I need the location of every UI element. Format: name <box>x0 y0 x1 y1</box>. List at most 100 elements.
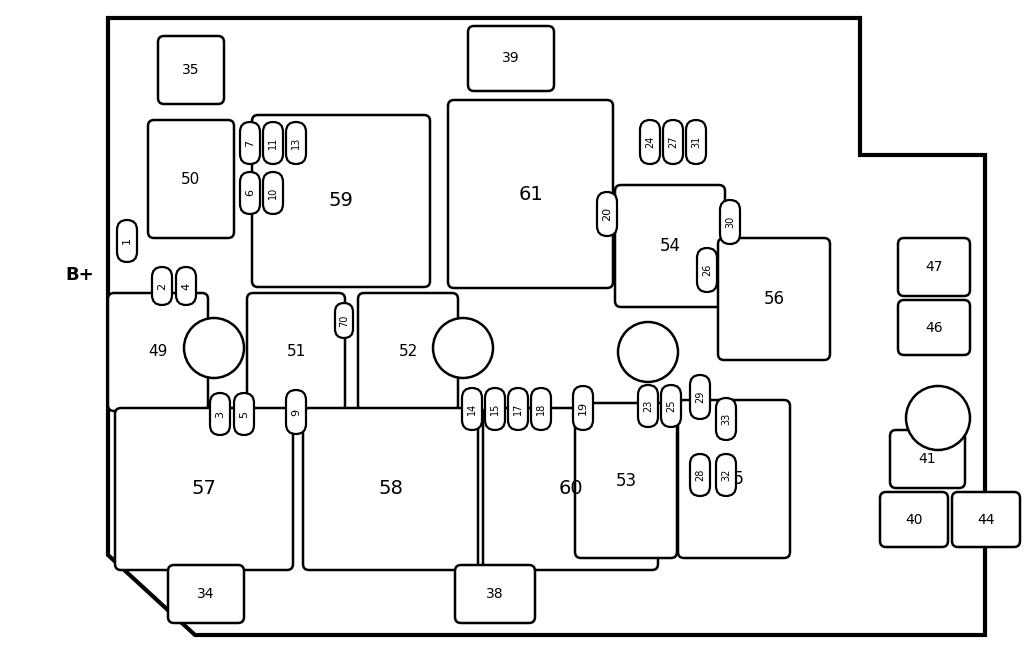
FancyBboxPatch shape <box>638 385 658 427</box>
Text: 9: 9 <box>291 408 301 415</box>
FancyBboxPatch shape <box>234 393 254 435</box>
Circle shape <box>618 322 678 382</box>
Text: 55: 55 <box>724 470 744 488</box>
Text: 59: 59 <box>329 191 353 210</box>
FancyBboxPatch shape <box>168 565 244 623</box>
FancyBboxPatch shape <box>890 430 965 488</box>
FancyBboxPatch shape <box>720 200 740 244</box>
Text: 49: 49 <box>148 344 168 359</box>
FancyBboxPatch shape <box>597 192 617 236</box>
Text: 70: 70 <box>339 314 349 327</box>
FancyBboxPatch shape <box>117 220 137 262</box>
Text: 6: 6 <box>245 189 255 197</box>
FancyBboxPatch shape <box>335 303 353 338</box>
Text: 15: 15 <box>490 403 500 415</box>
Text: 47: 47 <box>926 260 943 274</box>
FancyBboxPatch shape <box>286 390 306 434</box>
Text: 28: 28 <box>695 469 705 481</box>
FancyBboxPatch shape <box>898 300 970 355</box>
FancyBboxPatch shape <box>210 393 230 435</box>
Text: 51: 51 <box>287 344 305 359</box>
Text: 26: 26 <box>702 264 712 276</box>
Text: 29: 29 <box>695 391 705 403</box>
FancyBboxPatch shape <box>575 403 677 558</box>
FancyBboxPatch shape <box>716 454 736 496</box>
FancyBboxPatch shape <box>508 388 528 430</box>
FancyBboxPatch shape <box>898 238 970 296</box>
Text: 2: 2 <box>157 283 167 290</box>
Text: 7: 7 <box>245 139 255 146</box>
FancyBboxPatch shape <box>640 120 660 164</box>
Text: 44: 44 <box>977 512 994 527</box>
FancyBboxPatch shape <box>240 172 260 214</box>
FancyBboxPatch shape <box>952 492 1020 547</box>
Text: 53: 53 <box>615 471 637 490</box>
FancyBboxPatch shape <box>468 26 554 91</box>
FancyBboxPatch shape <box>716 398 736 440</box>
Text: 61: 61 <box>518 184 543 204</box>
FancyBboxPatch shape <box>485 388 505 430</box>
FancyBboxPatch shape <box>573 386 593 430</box>
Text: 39: 39 <box>502 51 520 66</box>
FancyBboxPatch shape <box>303 408 478 570</box>
FancyBboxPatch shape <box>252 115 430 287</box>
Text: 54: 54 <box>659 237 681 255</box>
FancyBboxPatch shape <box>662 385 681 427</box>
Text: 33: 33 <box>721 413 731 425</box>
Text: 1: 1 <box>122 238 132 245</box>
Text: 50: 50 <box>181 171 201 186</box>
FancyBboxPatch shape <box>697 248 717 292</box>
FancyBboxPatch shape <box>483 408 658 570</box>
FancyBboxPatch shape <box>462 388 482 430</box>
Text: 3: 3 <box>215 411 225 417</box>
Text: 23: 23 <box>643 400 653 412</box>
FancyBboxPatch shape <box>240 122 260 164</box>
Polygon shape <box>108 18 985 635</box>
Text: 5: 5 <box>239 411 249 417</box>
Text: 19: 19 <box>578 401 588 415</box>
Text: 46: 46 <box>926 320 943 335</box>
FancyBboxPatch shape <box>449 100 613 288</box>
Circle shape <box>433 318 493 378</box>
Text: 13: 13 <box>291 137 301 149</box>
Text: 20: 20 <box>602 207 612 221</box>
Text: 11: 11 <box>268 137 278 149</box>
Text: 30: 30 <box>725 216 735 228</box>
Text: 25: 25 <box>666 400 676 412</box>
Text: 34: 34 <box>198 587 215 601</box>
FancyBboxPatch shape <box>358 293 458 411</box>
FancyBboxPatch shape <box>531 388 551 430</box>
Text: 24: 24 <box>645 136 655 148</box>
Text: 56: 56 <box>764 290 784 308</box>
Text: 14: 14 <box>467 403 477 415</box>
Circle shape <box>184 318 244 378</box>
Text: 31: 31 <box>691 136 701 148</box>
FancyBboxPatch shape <box>158 36 224 104</box>
FancyBboxPatch shape <box>678 400 790 558</box>
Circle shape <box>906 386 970 450</box>
Text: 17: 17 <box>513 403 523 415</box>
Text: 58: 58 <box>378 480 402 499</box>
FancyBboxPatch shape <box>152 267 172 305</box>
FancyBboxPatch shape <box>615 185 725 307</box>
FancyBboxPatch shape <box>690 375 710 419</box>
FancyBboxPatch shape <box>176 267 196 305</box>
FancyBboxPatch shape <box>286 122 306 164</box>
FancyBboxPatch shape <box>455 565 535 623</box>
FancyBboxPatch shape <box>880 492 948 547</box>
FancyBboxPatch shape <box>718 238 830 360</box>
FancyBboxPatch shape <box>686 120 706 164</box>
Text: B+: B+ <box>66 266 94 284</box>
FancyBboxPatch shape <box>663 120 683 164</box>
FancyBboxPatch shape <box>247 293 345 411</box>
FancyBboxPatch shape <box>263 122 283 164</box>
FancyBboxPatch shape <box>263 172 283 214</box>
Text: 18: 18 <box>536 403 546 415</box>
FancyBboxPatch shape <box>148 120 234 238</box>
Text: 35: 35 <box>182 63 200 77</box>
Text: 41: 41 <box>919 452 936 466</box>
FancyBboxPatch shape <box>690 454 710 496</box>
Text: 40: 40 <box>905 512 923 527</box>
Text: 38: 38 <box>486 587 504 601</box>
Text: 52: 52 <box>398 344 418 359</box>
